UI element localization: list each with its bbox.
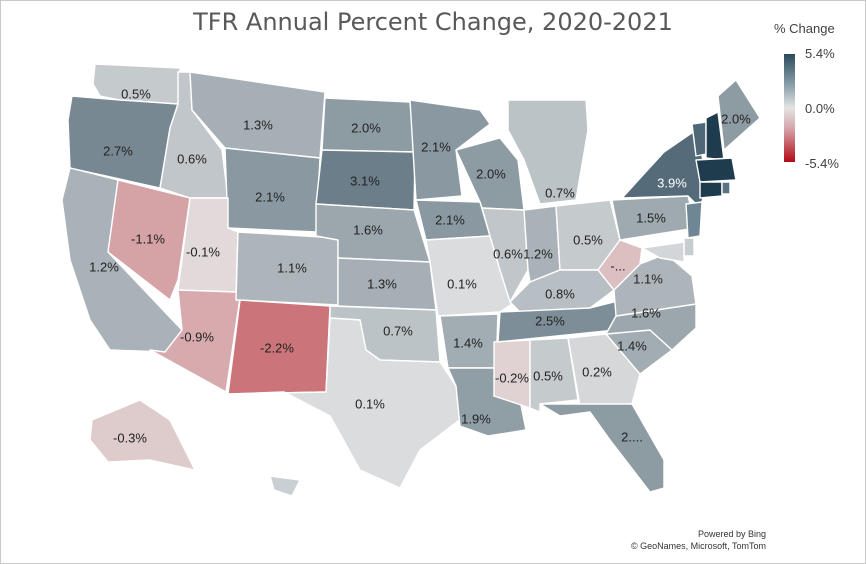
state-label-va: 1.1% [633, 271, 663, 287]
state-label-sc: 1.4% [617, 338, 647, 354]
state-label-ms: -0.2% [495, 370, 529, 386]
state-label-me: 2.0% [721, 111, 751, 127]
state-label-ca: 1.2% [89, 259, 119, 275]
legend-min-label: -5.4% [805, 156, 839, 171]
state-label-ar: 1.4% [453, 335, 483, 351]
state-hi[interactable] [269, 475, 301, 497]
state-label-nm: -2.2% [260, 340, 294, 356]
state-md[interactable] [641, 241, 685, 263]
state-ri[interactable] [721, 181, 731, 195]
state-label-ne: 1.6% [353, 222, 383, 238]
state-fl[interactable] [539, 403, 665, 493]
state-label-mo: 0.1% [447, 276, 477, 292]
state-mi[interactable] [507, 99, 589, 205]
state-label-la: 1.9% [461, 411, 491, 427]
state-wv[interactable] [597, 239, 643, 291]
state-label-ga: 0.2% [582, 364, 612, 380]
attribution-powered-by: Powered by Bing [697, 529, 766, 539]
state-nv[interactable] [107, 179, 191, 301]
state-label-nc: 1.6% [631, 305, 661, 321]
state-tx[interactable] [229, 317, 463, 489]
state-label-id: 0.6% [177, 151, 207, 167]
state-label-wa: 0.5% [121, 86, 151, 102]
state-label-oh: 0.5% [573, 232, 603, 248]
legend-title: % Change [774, 21, 835, 36]
legend-color-bar [784, 54, 795, 162]
state-label-or: 2.7% [103, 143, 133, 159]
state-label-az: -0.9% [180, 329, 214, 345]
state-nj[interactable] [685, 201, 703, 239]
state-label-ia: 2.1% [435, 212, 465, 228]
state-label-ks: 1.3% [367, 276, 397, 292]
state-label-nv: -1.1% [131, 231, 165, 247]
state-label-al: 0.5% [533, 368, 563, 384]
state-label-co: 1.1% [277, 260, 307, 276]
state-label-wy: 2.1% [255, 189, 285, 205]
chart-title: TFR Annual Percent Change, 2020-2021 [193, 8, 673, 36]
state-ct[interactable] [699, 181, 723, 199]
state-label-ak: -0.3% [113, 430, 147, 446]
state-label-wv: -... [610, 258, 626, 274]
state-label-nd: 2.0% [351, 120, 381, 136]
state-label-mi: 0.7% [545, 185, 575, 201]
state-label-tx: 0.1% [355, 396, 385, 412]
attribution-credits: © GeoNames, Microsoft, TomTom [631, 541, 766, 551]
state-ak[interactable] [89, 399, 196, 471]
state-label-pa: 1.5% [636, 210, 666, 226]
state-label-mt: 1.3% [243, 117, 273, 133]
state-label-wi: 2.0% [476, 166, 506, 182]
state-label-mn: 2.1% [421, 139, 451, 155]
legend-mid-label: 0.0% [805, 101, 835, 116]
state-label-ny: 3.9% [657, 175, 687, 191]
state-in[interactable] [523, 205, 561, 283]
state-label-tn: 2.5% [535, 313, 565, 329]
state-ma[interactable] [695, 157, 737, 183]
state-label-sd: 3.1% [350, 173, 380, 189]
state-label-fl: 2.... [621, 429, 643, 445]
attribution: Powered by Bing © GeoNames, Microsoft, T… [620, 528, 766, 552]
state-label-ut: -0.1% [186, 244, 220, 260]
state-label-in: 1.2% [523, 246, 553, 262]
state-label-ok: 0.7% [383, 323, 413, 339]
state-label-ky: 0.8% [545, 286, 575, 302]
state-de[interactable] [683, 237, 695, 257]
state-label-il: 0.6% [493, 246, 523, 262]
state-me[interactable] [717, 79, 761, 151]
state-ga[interactable] [567, 333, 641, 407]
legend-max-label: 5.4% [805, 46, 835, 61]
